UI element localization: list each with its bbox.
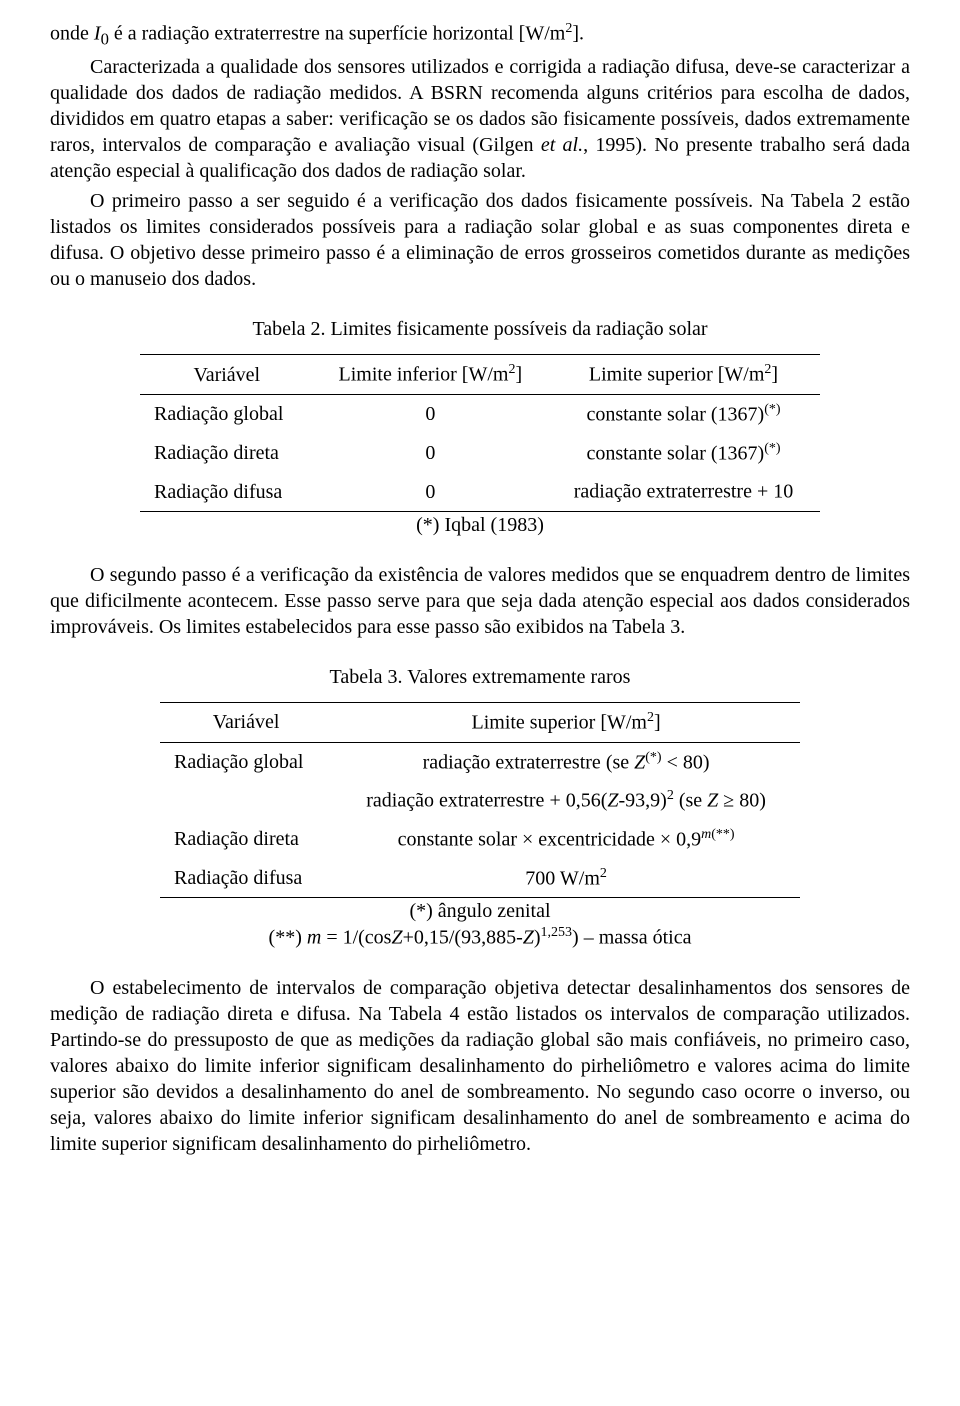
table-2-footnote: (*) Iqbal (1983) <box>50 512 910 538</box>
table-2-col-2: Limite inferior [W/m2] <box>314 355 547 395</box>
table-row: radiação extraterrestre + 0,56(Z-93,9)2 … <box>160 781 800 820</box>
table-2-col-3: Limite superior [W/m2] <box>547 355 820 395</box>
paragraph-5: O estabelecimento de intervalos de compa… <box>50 975 910 1157</box>
paragraph-2: Caracterizada a qualidade dos sensores u… <box>50 54 910 184</box>
table-2-wrapper: Variável Limite inferior [W/m2] Limite s… <box>50 354 910 512</box>
table-row: Radiação global 0 constante solar (1367)… <box>140 394 820 433</box>
table-3-wrapper: Variável Limite superior [W/m2] Radiação… <box>50 702 910 898</box>
paragraph-3: O primeiro passo a ser seguido é a verif… <box>50 188 910 292</box>
table-row: Radiação direta 0 constante solar (1367)… <box>140 434 820 473</box>
table-3-col-2: Limite superior [W/m2] <box>332 702 800 742</box>
table-2-col-1: Variável <box>140 355 314 395</box>
table-row: Radiação global radiação extraterrestre … <box>160 742 800 781</box>
paragraph-1: onde I0 é a radiação extraterrestre na s… <box>50 20 910 50</box>
table-3-footnote-1: (*) ângulo zenital <box>50 898 910 924</box>
table-row: Radiação direta constante solar × excent… <box>160 820 800 859</box>
table-2: Variável Limite inferior [W/m2] Limite s… <box>140 354 820 512</box>
table-3: Variável Limite superior [W/m2] Radiação… <box>160 702 800 898</box>
table-3-caption: Tabela 3. Valores extremamente raros <box>50 664 910 690</box>
table-row: Radiação difusa 0 radiação extraterrestr… <box>140 472 820 511</box>
table-3-col-1: Variável <box>160 702 332 742</box>
table-2-header: Variável Limite inferior [W/m2] Limite s… <box>140 355 820 395</box>
table-row: Radiação difusa 700 W/m2 <box>160 859 800 898</box>
table-3-footnote-2: (**) m = 1/(cosZ+0,15/(93,885-Z)1,253) –… <box>50 924 910 951</box>
table-2-caption: Tabela 2. Limites fisicamente possíveis … <box>50 316 910 342</box>
paragraph-4: O segundo passo é a verificação da exist… <box>50 562 910 640</box>
table-3-header: Variável Limite superior [W/m2] <box>160 702 800 742</box>
